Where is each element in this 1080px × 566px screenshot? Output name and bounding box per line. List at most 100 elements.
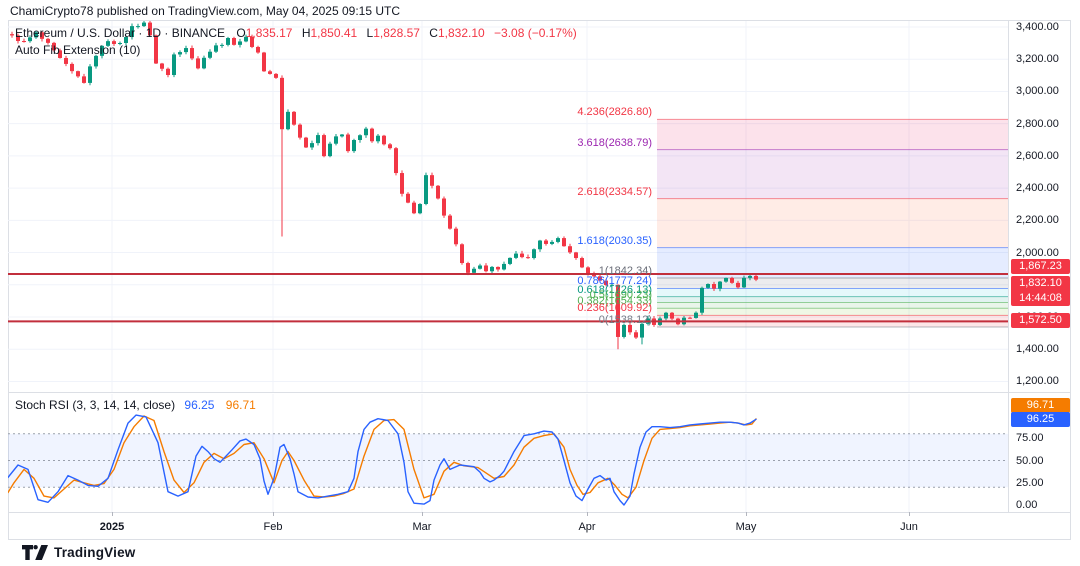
candle-body	[226, 38, 230, 45]
time-axis-tickmark	[422, 512, 423, 516]
stoch-pane[interactable]	[8, 394, 1008, 512]
candle-body	[352, 139, 356, 152]
candle-body	[598, 276, 602, 281]
candle-body	[142, 22, 146, 27]
candle-body	[742, 277, 746, 288]
candle-body	[358, 135, 362, 140]
stoch-rsi-title: Stoch RSI (3, 3, 14, 14, close)	[15, 398, 176, 412]
stoch-tick: 75.00	[1016, 432, 1044, 445]
candle-body	[370, 128, 374, 142]
hline-price-badge: 1,572.50	[1011, 313, 1070, 329]
candle-body	[166, 68, 170, 76]
candle-body	[478, 265, 482, 269]
candlestick-series	[10, 21, 758, 350]
candle-body	[154, 35, 158, 64]
candle-body	[304, 137, 308, 148]
ohlc-close-value: 1,832.10	[437, 26, 485, 40]
candle-body	[328, 143, 332, 157]
stoch-tick: 25.00	[1016, 476, 1044, 489]
candle-body	[490, 266, 494, 272]
ohlc-open-label: O	[236, 26, 246, 40]
last-price-badge: 1,832.10 14:44:08	[1011, 276, 1070, 306]
stoch-tick: 50.00	[1016, 454, 1044, 467]
candle-body	[688, 317, 692, 319]
tradingview-brand[interactable]: TradingView	[22, 545, 135, 560]
candle-body	[214, 45, 218, 52]
stoch-d-value: 96.71	[225, 398, 256, 412]
candle-body	[262, 52, 266, 72]
price-tick: 2,800.00	[1016, 117, 1059, 130]
ohlc-change-value: −3.08 (−0.17%)	[494, 26, 577, 40]
candle-body	[400, 173, 404, 194]
candle-body	[190, 48, 194, 59]
ohlc-low-value: 1,828.57	[373, 26, 420, 40]
time-axis-tickmark	[587, 512, 588, 516]
candle-body	[268, 71, 272, 74]
candle-body	[346, 134, 350, 152]
candle-body	[640, 323, 644, 338]
candle-body	[112, 41, 116, 44]
candle-body	[622, 324, 626, 337]
candle-body	[160, 63, 164, 69]
candle-body	[454, 228, 458, 245]
brand-name: TradingView	[54, 545, 136, 560]
ohlc-open-value: 1,835.17	[245, 26, 293, 40]
ohlc-close-label: C	[429, 26, 438, 40]
candle-body	[430, 175, 434, 186]
candle-body	[274, 73, 278, 78]
fib-band	[657, 119, 1008, 150]
candle-body	[592, 273, 596, 277]
candle-body	[634, 332, 638, 338]
candle-body	[694, 312, 698, 318]
fib-indicator-legend: Auto Fib Extension (10)	[15, 43, 141, 57]
candle-body	[64, 57, 68, 64]
candle-body	[514, 253, 518, 258]
candle-body	[532, 249, 536, 259]
fib-band	[657, 302, 1008, 309]
candle-body	[460, 244, 464, 264]
fib-band	[657, 198, 1008, 248]
candle-body	[256, 46, 260, 53]
time-axis-label: 2025	[99, 521, 125, 533]
candle-body	[664, 312, 668, 319]
candle-body	[418, 204, 422, 214]
symbol-title: Ethereum / U.S. Dollar · 1D · BINANCE	[15, 26, 226, 40]
candle-body	[118, 43, 122, 45]
time-axis-label: Apr	[578, 521, 596, 533]
candle-body	[364, 128, 368, 136]
fib-band	[657, 149, 1008, 199]
candle-body	[508, 257, 512, 264]
price-axis-border	[1008, 21, 1009, 512]
fib-band	[657, 277, 1008, 289]
candle-body	[280, 77, 284, 130]
candle-body	[580, 258, 584, 268]
candle-body	[526, 257, 530, 259]
candle-body	[472, 268, 476, 273]
candle-body	[40, 32, 44, 39]
candle-body	[562, 238, 566, 247]
price-tick: 2,400.00	[1016, 182, 1059, 195]
price-pane[interactable]	[8, 17, 1008, 392]
candle-body	[736, 282, 740, 288]
time-axis-border	[8, 512, 1071, 513]
candle-body	[94, 55, 98, 67]
candle-body	[34, 32, 38, 38]
published-attribution: ChamiCrypto78 published on TradingView.c…	[10, 4, 400, 18]
candle-body	[556, 238, 560, 242]
candle-body	[286, 111, 290, 130]
fib-band	[657, 247, 1008, 278]
candle-body	[196, 58, 200, 69]
candle-body	[574, 252, 578, 259]
candle-body	[502, 263, 506, 270]
stoch-value-badge: 96.71	[1011, 398, 1070, 413]
ohlc-low-label: L	[366, 26, 374, 40]
candle-body	[484, 265, 488, 272]
candle-body	[136, 26, 140, 28]
stoch-value-badge: 96.25	[1011, 412, 1070, 427]
pane-divider[interactable]	[8, 392, 1071, 393]
candle-body	[244, 36, 248, 42]
candle-body	[394, 148, 398, 174]
symbol-legend: Ethereum / U.S. Dollar · 1D · BINANCE O1…	[15, 26, 577, 40]
time-axis-label: Mar	[412, 521, 432, 533]
